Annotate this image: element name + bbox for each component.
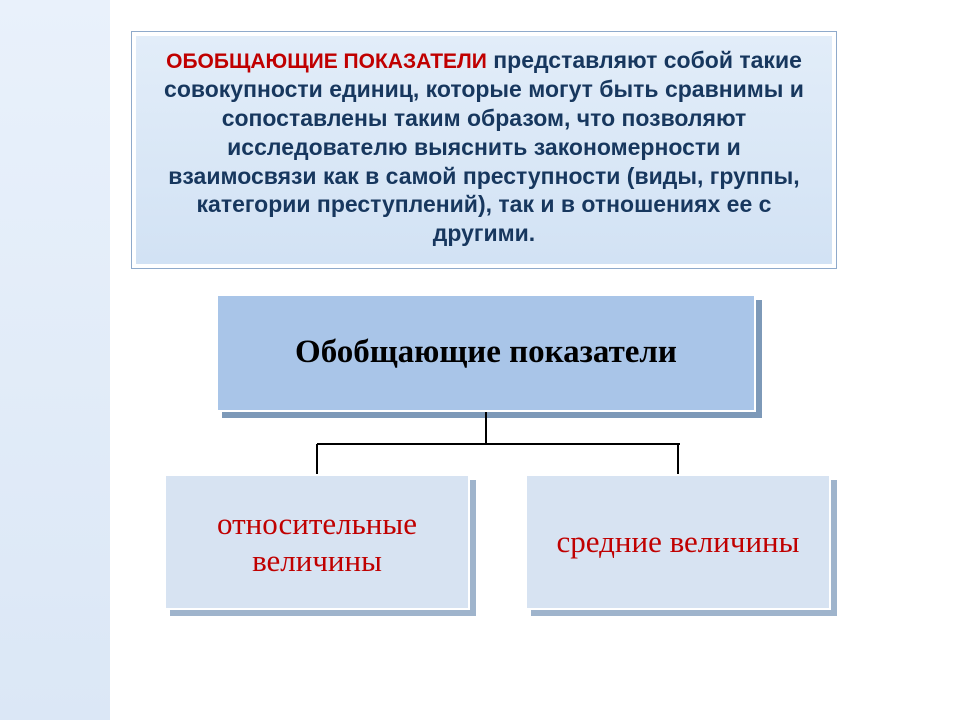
child-right-label: средние величины xyxy=(557,523,800,560)
connector-root-down xyxy=(485,412,487,444)
root-node: Обобщающие показатели xyxy=(216,294,756,412)
definition-highlight: ОБОБЩАЮЩИЕ ПОКАЗАТЕЛИ xyxy=(166,50,487,73)
child-left-node: относительные величины xyxy=(164,474,470,610)
connector-horizontal xyxy=(317,443,680,445)
child-right-node: средние величины xyxy=(525,474,831,610)
connector-to-left-child xyxy=(316,444,318,474)
definition-text: представляют собой такие совокупности ед… xyxy=(164,47,804,246)
child-left-label: относительные величины xyxy=(176,505,458,579)
slide: ОБОБЩАЮЩИЕ ПОКАЗАТЕЛИ представляют собой… xyxy=(0,0,960,720)
connector-to-right-child xyxy=(677,444,679,474)
left-sidebar xyxy=(0,0,110,720)
definition-box: ОБОБЩАЮЩИЕ ПОКАЗАТЕЛИ представляют собой… xyxy=(134,34,834,266)
root-label: Обобщающие показатели xyxy=(295,333,677,373)
